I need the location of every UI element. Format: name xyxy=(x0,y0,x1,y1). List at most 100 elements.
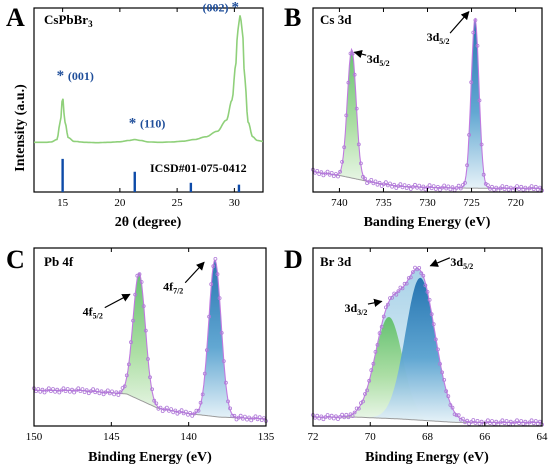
data-point xyxy=(133,292,138,297)
data-point xyxy=(513,420,517,425)
data-point xyxy=(373,349,378,354)
data-point xyxy=(388,296,392,301)
data-point xyxy=(261,416,266,421)
data-point xyxy=(363,176,367,181)
data-point xyxy=(352,410,357,415)
data-point xyxy=(419,271,424,276)
data-point xyxy=(95,388,100,393)
peak-component-fill xyxy=(313,49,542,189)
data-point xyxy=(257,415,262,420)
data-point xyxy=(234,417,239,422)
data-point xyxy=(196,408,201,413)
data-point xyxy=(446,184,451,189)
peak-annotation: * (110) xyxy=(129,116,166,132)
annotation-arrow xyxy=(104,293,131,309)
data-point xyxy=(531,421,536,426)
data-point xyxy=(190,413,195,418)
data-point xyxy=(74,388,79,393)
data-point xyxy=(247,415,252,420)
data-point xyxy=(156,406,161,411)
data-point xyxy=(519,419,524,423)
data-point xyxy=(230,413,235,418)
data-point xyxy=(498,186,503,191)
data-point xyxy=(398,182,403,187)
data-point xyxy=(253,414,258,419)
data-point xyxy=(342,415,347,420)
data-point xyxy=(465,163,470,168)
data-point xyxy=(356,142,361,147)
data-point xyxy=(375,182,380,187)
data-point xyxy=(215,272,220,277)
data-point xyxy=(458,186,463,191)
data-point xyxy=(492,187,497,192)
data-point xyxy=(76,386,81,391)
data-point xyxy=(36,387,41,391)
panel-b-label: Cs 3d xyxy=(320,12,352,27)
data-point xyxy=(97,391,102,396)
data-point xyxy=(329,413,334,418)
data-point xyxy=(110,389,114,394)
data-point xyxy=(108,391,112,396)
peak-annotation: 3d5/2 xyxy=(427,30,450,46)
data-point xyxy=(467,132,472,137)
data-point xyxy=(473,18,478,23)
data-point xyxy=(502,187,507,192)
data-point xyxy=(506,187,511,192)
data-point xyxy=(333,414,338,419)
data-point xyxy=(469,80,474,85)
data-point xyxy=(508,419,513,424)
data-point xyxy=(498,420,503,425)
xrd-pattern-line xyxy=(34,15,264,144)
x-tick-label: 740 xyxy=(331,197,348,209)
panel-b-plot: 740 735 730 725 720 3d5/2 3d5/2 xyxy=(311,7,544,209)
data-point xyxy=(143,328,148,333)
data-point xyxy=(410,184,415,189)
panel-b: B Cs 3d Banding Energy (eV) 740 735 730 725… xyxy=(284,3,544,230)
data-point xyxy=(442,377,447,382)
data-point xyxy=(103,390,108,395)
panel-b-xlabel: Banding Energy (eV) xyxy=(364,215,491,230)
data-point xyxy=(167,408,171,413)
data-point xyxy=(408,275,413,280)
x-tick-label: 20 xyxy=(114,197,126,209)
data-point xyxy=(348,412,353,417)
peak-component-fill xyxy=(313,317,542,423)
data-point xyxy=(145,357,150,361)
data-point xyxy=(417,183,422,188)
panel-a-ylabel: Intensity (a.u.) xyxy=(13,84,28,172)
data-point xyxy=(402,281,407,286)
data-point xyxy=(348,51,353,56)
data-point xyxy=(433,187,438,191)
data-point xyxy=(204,348,209,353)
envelope-line xyxy=(34,259,267,420)
data-point xyxy=(325,169,330,174)
annotation-arrow xyxy=(353,49,367,59)
peak-annotation: (002) * xyxy=(202,0,239,16)
x-tick-label: 135 xyxy=(258,431,275,443)
data-point xyxy=(38,389,43,394)
data-point xyxy=(91,387,95,392)
data-point xyxy=(321,417,326,422)
data-point xyxy=(385,302,390,307)
peak-component-fill xyxy=(34,273,266,419)
data-point xyxy=(336,174,340,179)
data-point xyxy=(427,297,432,302)
data-point xyxy=(494,419,499,424)
data-point xyxy=(340,159,345,164)
data-point xyxy=(515,418,519,423)
data-point xyxy=(207,314,212,319)
data-point xyxy=(504,184,509,189)
data-point xyxy=(228,406,233,411)
data-point xyxy=(336,417,340,422)
data-point xyxy=(506,421,511,426)
x-tick-label: 720 xyxy=(507,197,524,209)
data-point xyxy=(181,411,186,416)
data-point xyxy=(333,172,338,176)
panel-c-frame xyxy=(33,247,267,427)
data-point xyxy=(488,186,492,191)
data-point xyxy=(202,371,207,376)
data-point xyxy=(249,418,254,423)
peak-component-fill xyxy=(313,277,542,423)
data-point xyxy=(259,418,264,423)
data-point xyxy=(192,411,197,416)
